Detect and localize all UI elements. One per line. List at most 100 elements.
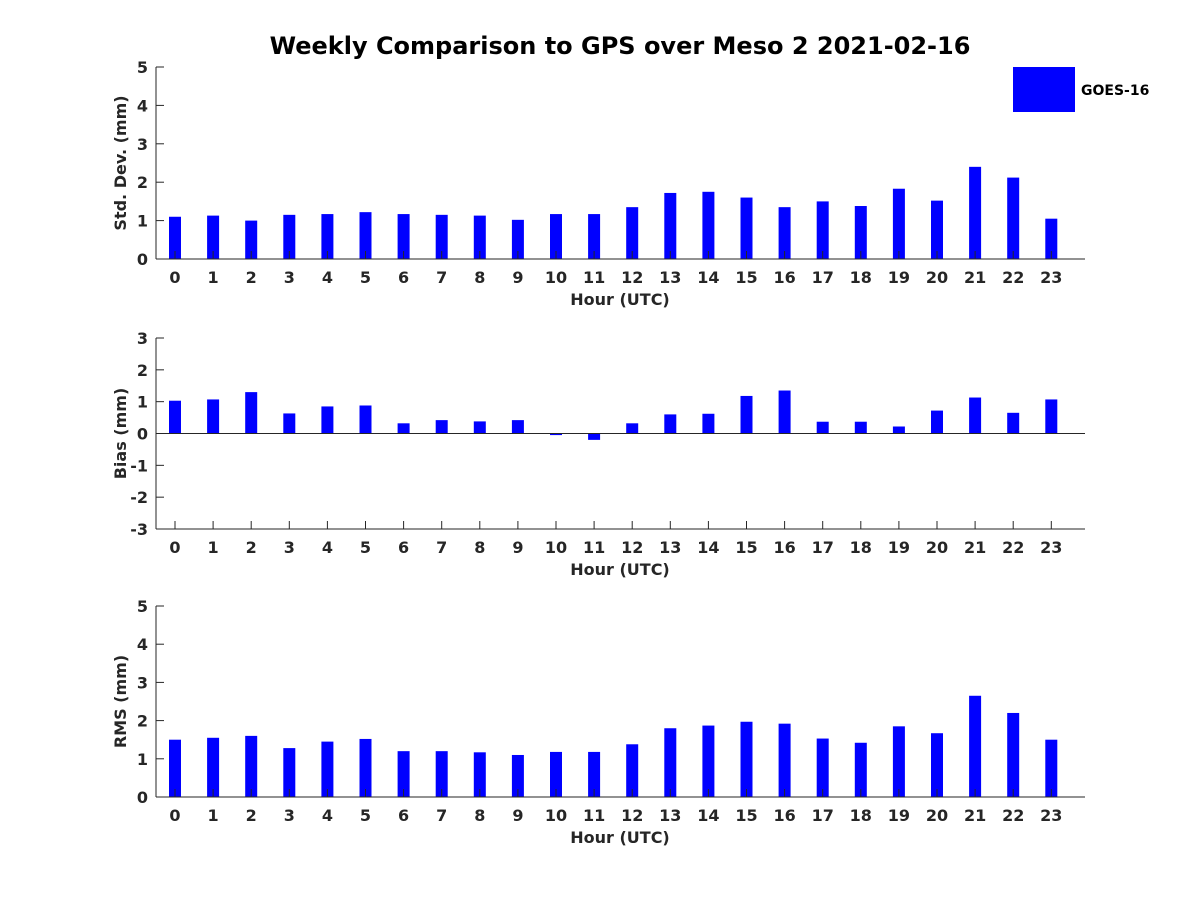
x-tick-label-bias-8: 8 xyxy=(474,538,485,557)
x-tick-label-stddev-15: 15 xyxy=(735,268,757,287)
x-tick-label-stddev-3: 3 xyxy=(284,268,295,287)
x-tick-label-rms-22: 22 xyxy=(1002,806,1024,825)
bar-rms-hour-2 xyxy=(245,735,258,797)
x-tick-label-bias-19: 19 xyxy=(888,538,910,557)
bar-stddev-hour-20 xyxy=(931,200,943,259)
bar-bias-hour-13 xyxy=(664,414,677,434)
bar-rms-hour-9 xyxy=(511,754,524,797)
x-tick-label-bias-15: 15 xyxy=(735,538,757,557)
x-tick-label-rms-0: 0 xyxy=(169,806,180,825)
bar-stddev-hour-7 xyxy=(435,214,448,259)
x-tick-label-stddev-0: 0 xyxy=(169,268,180,287)
x-tick-label-stddev-9: 9 xyxy=(512,268,523,287)
x-axis-label-rms: Hour (UTC) xyxy=(570,828,670,847)
y-axis-label-stddev: Std. Dev. (mm) xyxy=(111,95,130,230)
bar-stddev-hour-4 xyxy=(321,214,334,259)
x-tick-label-bias-11: 11 xyxy=(583,538,605,557)
bar-bias-hour-20 xyxy=(931,410,943,434)
bar-rms-hour-6 xyxy=(397,751,410,797)
x-tick-label-stddev-7: 7 xyxy=(436,268,447,287)
bar-rms-hour-11 xyxy=(588,751,601,797)
x-tick-label-rms-7: 7 xyxy=(436,806,447,825)
x-tick-label-rms-13: 13 xyxy=(659,806,681,825)
x-tick-label-bias-5: 5 xyxy=(360,538,371,557)
bar-rms-hour-3 xyxy=(283,748,296,797)
x-tick-label-bias-18: 18 xyxy=(850,538,872,557)
x-tick-label-bias-13: 13 xyxy=(659,538,681,557)
bar-rms-hour-21 xyxy=(969,695,982,797)
bar-bias-hour-5 xyxy=(359,405,372,434)
bar-rms-hour-16 xyxy=(778,723,791,797)
x-tick-label-rms-10: 10 xyxy=(545,806,567,825)
y-tick-label-stddev-3: 3 xyxy=(137,135,148,154)
bar-stddev-hour-2 xyxy=(245,220,258,259)
bar-stddev-hour-3 xyxy=(283,214,296,259)
bar-bias-hour-22 xyxy=(1007,412,1020,434)
bar-stddev-hour-11 xyxy=(588,214,601,259)
bar-stddev-hour-18 xyxy=(854,206,867,259)
y-tick-label-stddev-1: 1 xyxy=(137,212,148,231)
x-tick-label-bias-14: 14 xyxy=(697,538,719,557)
x-tick-label-bias-2: 2 xyxy=(246,538,257,557)
bar-bias-hour-21 xyxy=(969,397,982,434)
bar-bias-hour-7 xyxy=(435,420,448,434)
x-tick-label-bias-20: 20 xyxy=(926,538,948,557)
bar-stddev-hour-13 xyxy=(664,192,677,259)
x-tick-label-rms-20: 20 xyxy=(926,806,948,825)
bar-rms-hour-1 xyxy=(207,737,220,797)
y-tick-label-rms-2: 2 xyxy=(137,712,148,731)
bar-stddev-hour-23 xyxy=(1045,218,1058,259)
x-tick-label-rms-11: 11 xyxy=(583,806,605,825)
bar-rms-hour-0 xyxy=(169,739,181,797)
x-tick-label-bias-7: 7 xyxy=(436,538,447,557)
x-tick-label-stddev-1: 1 xyxy=(208,268,219,287)
bar-bias-hour-2 xyxy=(245,392,258,434)
bar-stddev-hour-9 xyxy=(511,219,524,259)
y-tick-label-bias-0: 0 xyxy=(137,425,148,444)
bar-stddev-hour-21 xyxy=(969,166,982,259)
x-tick-label-stddev-14: 14 xyxy=(697,268,719,287)
y-axis-label-bias: Bias (mm) xyxy=(111,388,130,480)
y-tick-label-rms-0: 0 xyxy=(137,788,148,807)
x-tick-label-rms-5: 5 xyxy=(360,806,371,825)
x-tick-label-bias-22: 22 xyxy=(1002,538,1024,557)
x-tick-label-rms-9: 9 xyxy=(512,806,523,825)
x-tick-label-bias-23: 23 xyxy=(1040,538,1062,557)
bar-bias-hour-15 xyxy=(740,395,753,434)
bar-rms-hour-4 xyxy=(321,741,334,797)
x-tick-label-stddev-20: 20 xyxy=(926,268,948,287)
bar-bias-hour-17 xyxy=(816,421,829,434)
x-tick-label-bias-0: 0 xyxy=(169,538,180,557)
y-tick-label-bias-2: 2 xyxy=(137,361,148,380)
bar-stddev-hour-22 xyxy=(1007,177,1020,259)
x-tick-label-stddev-13: 13 xyxy=(659,268,681,287)
bar-stddev-hour-5 xyxy=(359,212,372,259)
bar-bias-hour-18 xyxy=(854,421,867,434)
bar-rms-hour-17 xyxy=(816,738,829,797)
x-tick-label-stddev-17: 17 xyxy=(812,268,834,287)
bar-bias-hour-3 xyxy=(283,413,296,434)
x-tick-label-stddev-21: 21 xyxy=(964,268,986,287)
x-tick-label-rms-3: 3 xyxy=(284,806,295,825)
bar-bias-hour-4 xyxy=(321,406,334,434)
bar-stddev-hour-19 xyxy=(892,188,905,259)
x-tick-label-stddev-11: 11 xyxy=(583,268,605,287)
x-axis-label-bias: Hour (UTC) xyxy=(570,560,670,579)
y-tick-label-rms-4: 4 xyxy=(137,635,148,654)
bar-rms-hour-14 xyxy=(702,725,715,797)
x-tick-label-rms-1: 1 xyxy=(208,806,219,825)
y-tick-label-stddev-4: 4 xyxy=(137,96,148,115)
bar-stddev-hour-6 xyxy=(397,214,410,259)
x-tick-label-rms-19: 19 xyxy=(888,806,910,825)
x-tick-label-bias-4: 4 xyxy=(322,538,333,557)
x-tick-label-stddev-10: 10 xyxy=(545,268,567,287)
bar-rms-hour-20 xyxy=(931,733,943,797)
bar-bias-hour-19 xyxy=(892,426,905,434)
bar-stddev-hour-14 xyxy=(702,191,715,259)
x-tick-label-bias-21: 21 xyxy=(964,538,986,557)
bar-stddev-hour-12 xyxy=(626,207,639,259)
